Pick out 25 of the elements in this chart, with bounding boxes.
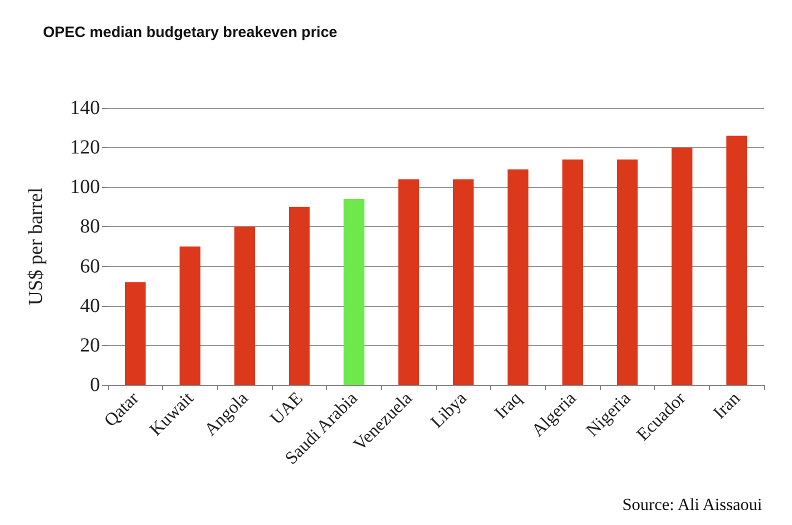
x-tick-label: Iran	[709, 388, 744, 423]
x-tick-label: Iraq	[490, 388, 526, 423]
y-tick-label: 80	[80, 216, 100, 238]
bar	[234, 226, 256, 385]
bar	[180, 246, 200, 385]
y-tick-label: 20	[80, 334, 100, 356]
bar	[398, 179, 420, 385]
y-tick-label: 100	[70, 176, 100, 198]
bar	[452, 179, 474, 385]
bar	[288, 206, 310, 385]
bar	[726, 136, 748, 385]
bar	[124, 282, 146, 385]
source-note: Source: Ali Aissaoui	[622, 495, 762, 514]
bar	[616, 159, 638, 385]
y-tick-label: 0	[90, 374, 100, 396]
bar	[508, 169, 528, 385]
chart-title: OPEC median budgetary breakeven price	[43, 24, 338, 41]
y-tick-label: 60	[80, 255, 100, 278]
bar	[344, 199, 364, 385]
bar	[672, 148, 692, 385]
y-tick-label: 40	[80, 294, 100, 317]
bar	[562, 159, 584, 385]
y-tick-label: 140	[70, 97, 100, 119]
y-tick-label: 120	[70, 136, 100, 159]
y-axis-title: US$ per barrel	[25, 187, 47, 306]
